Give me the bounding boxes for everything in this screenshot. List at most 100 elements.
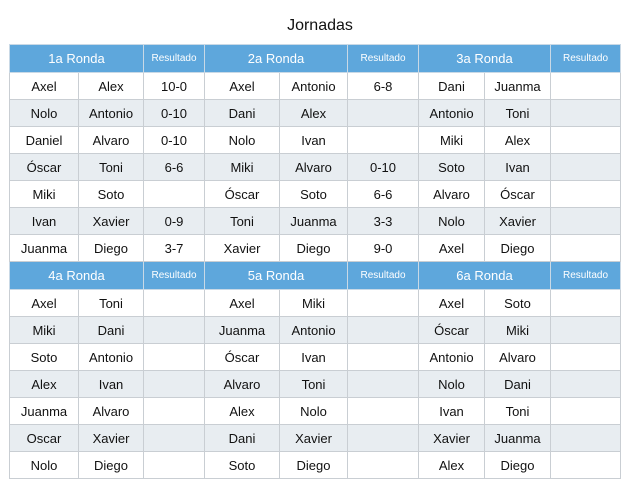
home-player-cell: Toni [204, 207, 280, 235]
home-player-cell: Dani [204, 424, 280, 452]
away-player-cell: Alvaro [78, 126, 144, 154]
result-cell: 0-9 [143, 207, 205, 235]
match-row: Óscar Toni 6-6 Miki Alvaro 0-10 Soto Ivan [9, 153, 621, 181]
home-player-cell: Nolo [418, 370, 485, 398]
away-player-cell: Xavier [78, 207, 144, 235]
result-cell: 6-6 [347, 180, 419, 208]
match-row: Axel Alex 10-0 Axel Antonio 6-8 Dani Juanma [9, 72, 621, 100]
result-cell [550, 234, 621, 262]
away-player-cell: Ivan [78, 370, 144, 398]
away-player-cell: Antonio [279, 72, 348, 100]
result-cell [347, 397, 419, 425]
away-player-cell: Alex [484, 126, 551, 154]
result-cell [347, 370, 419, 398]
home-player-cell: Óscar [204, 343, 280, 371]
away-player-cell: Xavier [279, 424, 348, 452]
result-column-header: Resultado [550, 44, 621, 73]
page-title: Jornadas [287, 17, 353, 34]
match-row: Daniel Alvaro 0-10 Nolo Ivan Miki Alex [9, 126, 621, 154]
home-player-cell: Oscar [9, 424, 79, 452]
result-cell: 0-10 [347, 153, 419, 181]
result-cell [347, 343, 419, 371]
match-row: Soto Antonio Óscar Ivan Antonio Alvaro [9, 343, 621, 371]
round-title: 6a Ronda [418, 261, 551, 290]
away-player-cell: Antonio [78, 99, 144, 127]
home-player-cell: Xavier [418, 424, 485, 452]
round-title: 1a Ronda [9, 44, 144, 73]
home-player-cell: Soto [204, 451, 280, 479]
away-player-cell: Óscar [484, 180, 551, 208]
away-player-cell: Soto [78, 180, 144, 208]
result-cell [143, 424, 205, 452]
result-column-header: Resultado [550, 261, 621, 290]
schedule-table: 1a Ronda Resultado 2a Ronda Resultado 3a Ron… [9, 44, 621, 479]
home-player-cell: Juanma [9, 397, 79, 425]
away-player-cell: Antonio [279, 316, 348, 344]
home-player-cell: Axel [9, 72, 79, 100]
round-header-row: 4a Ronda Resultado 5a Ronda Resultado 6a Ron… [9, 261, 621, 290]
home-player-cell: Nolo [9, 99, 79, 127]
away-player-cell: Toni [78, 153, 144, 181]
home-player-cell: Miki [204, 153, 280, 181]
result-cell [347, 289, 419, 317]
home-player-cell: Óscar [9, 153, 79, 181]
away-player-cell: Antonio [78, 343, 144, 371]
home-player-cell: Nolo [9, 451, 79, 479]
home-player-cell: Nolo [204, 126, 280, 154]
home-player-cell: Dani [204, 99, 280, 127]
match-row: Nolo Antonio 0-10 Dani Alex Antonio Toni [9, 99, 621, 127]
result-column-header: Resultado [347, 261, 419, 290]
result-cell [143, 451, 205, 479]
match-row: Axel Toni Axel Miki Axel Soto [9, 289, 621, 317]
result-column-header: Resultado [143, 261, 205, 290]
result-cell: 3-7 [143, 234, 205, 262]
result-cell [143, 289, 205, 317]
home-player-cell: Daniel [9, 126, 79, 154]
result-cell [550, 451, 621, 479]
result-cell [550, 397, 621, 425]
away-player-cell: Diego [78, 451, 144, 479]
result-cell [347, 99, 419, 127]
result-cell [550, 424, 621, 452]
round-title: 5a Ronda [204, 261, 348, 290]
home-player-cell: Axel [204, 289, 280, 317]
away-player-cell: Alex [78, 72, 144, 100]
result-cell [550, 153, 621, 181]
result-cell [550, 289, 621, 317]
away-player-cell: Toni [484, 99, 551, 127]
away-player-cell: Alvaro [78, 397, 144, 425]
away-player-cell: Diego [279, 234, 348, 262]
match-row: Miki Dani Juanma Antonio Óscar Miki [9, 316, 621, 344]
home-player-cell: Miki [9, 316, 79, 344]
home-player-cell: Miki [418, 126, 485, 154]
away-player-cell: Juanma [484, 424, 551, 452]
away-player-cell: Toni [78, 289, 144, 317]
away-player-cell: Juanma [484, 72, 551, 100]
home-player-cell: Soto [9, 343, 79, 371]
home-player-cell: Ivan [9, 207, 79, 235]
result-column-header: Resultado [143, 44, 205, 73]
away-player-cell: Dani [484, 370, 551, 398]
result-cell [550, 180, 621, 208]
away-player-cell: Diego [484, 451, 551, 479]
round-title: 2a Ronda [204, 44, 348, 73]
round-title: 3a Ronda [418, 44, 551, 73]
away-player-cell: Xavier [78, 424, 144, 452]
result-cell: 6-8 [347, 72, 419, 100]
away-player-cell: Xavier [484, 207, 551, 235]
match-row: Juanma Diego 3-7 Xavier Diego 9-0 Axel Diego [9, 234, 621, 262]
result-cell [347, 126, 419, 154]
round-title: 4a Ronda [9, 261, 144, 290]
home-player-cell: Antonio [418, 99, 485, 127]
away-player-cell: Toni [279, 370, 348, 398]
result-cell [143, 370, 205, 398]
away-player-cell: Ivan [279, 126, 348, 154]
home-player-cell: Axel [204, 72, 280, 100]
away-player-cell: Dani [78, 316, 144, 344]
home-player-cell: Antonio [418, 343, 485, 371]
home-player-cell: Alex [418, 451, 485, 479]
result-cell: 10-0 [143, 72, 205, 100]
match-row: Miki Soto Óscar Soto 6-6 Alvaro Óscar [9, 180, 621, 208]
away-player-cell: Alvaro [279, 153, 348, 181]
result-cell [550, 207, 621, 235]
